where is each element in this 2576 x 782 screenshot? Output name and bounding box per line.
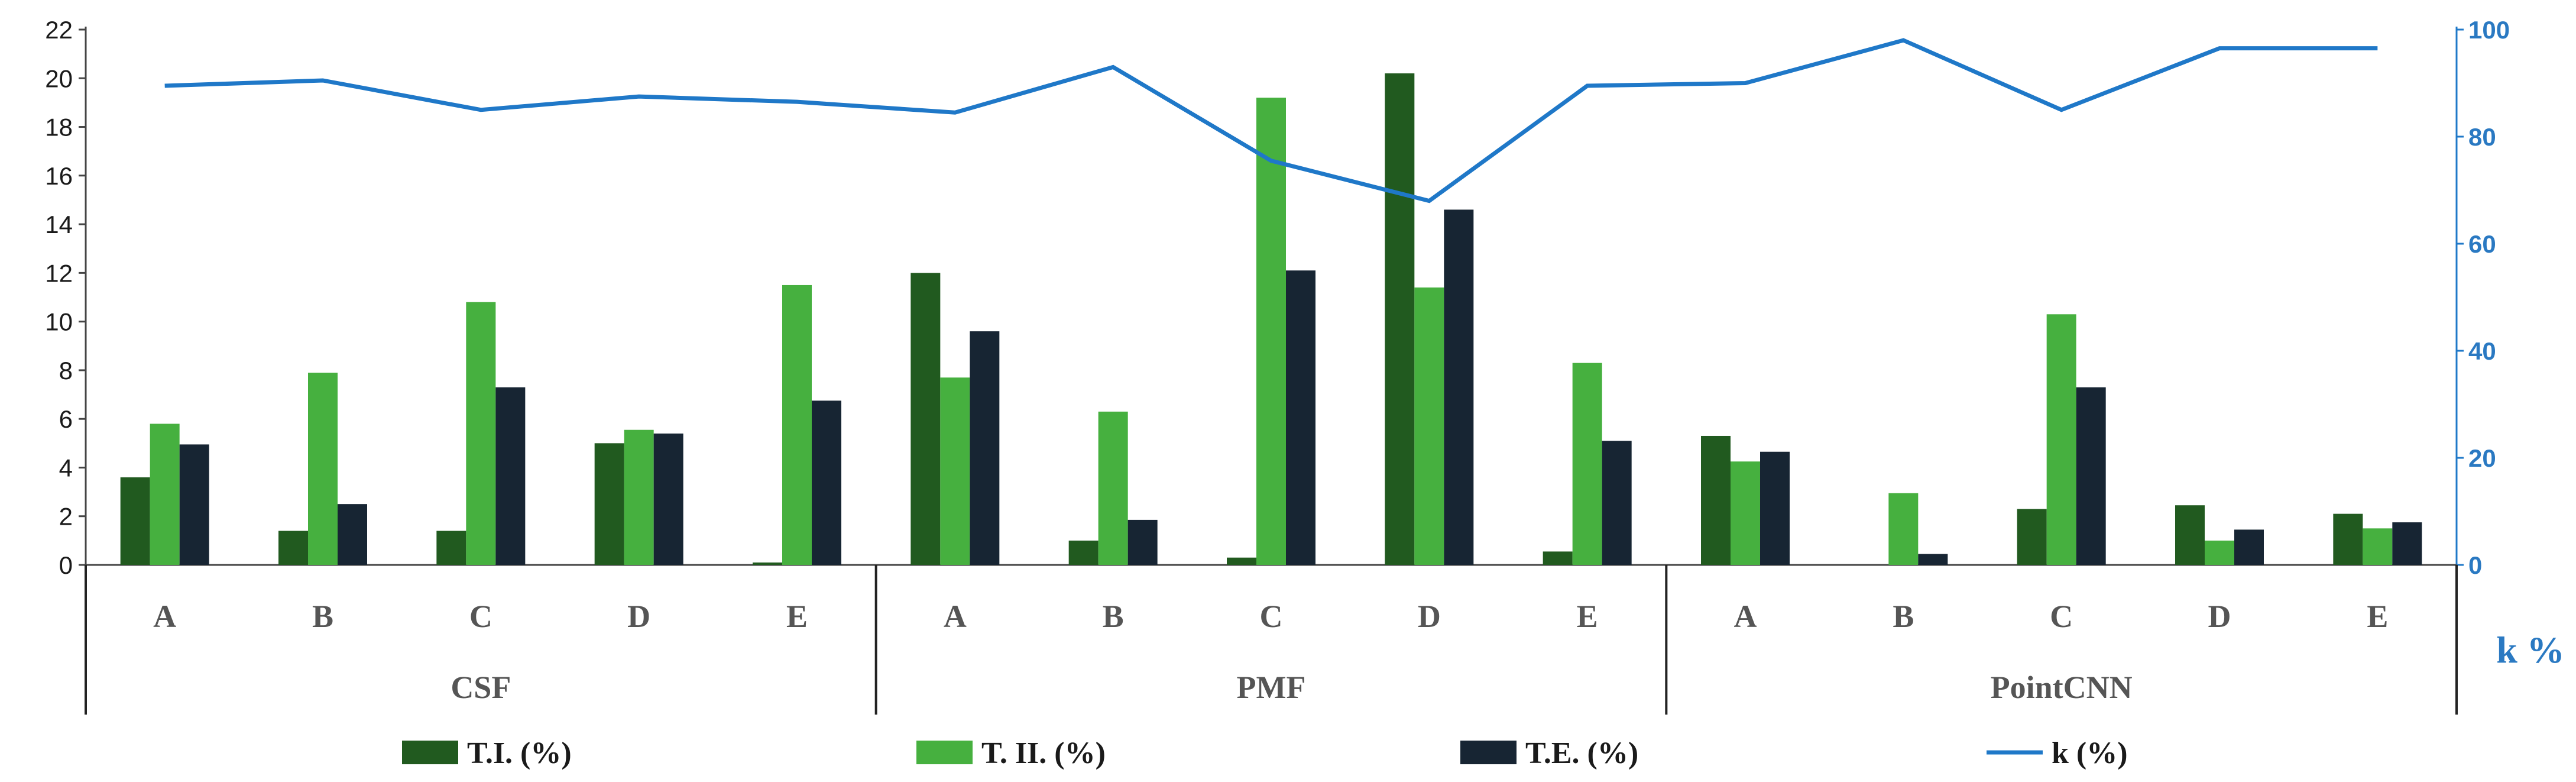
bar-t-e-0: [179, 444, 209, 565]
x-category-label: E: [786, 599, 808, 634]
bar-t-i-2: [436, 531, 466, 565]
bar-t-ii-13: [2205, 540, 2234, 565]
x-category-label: D: [1418, 599, 1441, 634]
bar-t-ii-11: [1888, 493, 1919, 565]
legend-label-2: T.E. (%): [1525, 736, 1638, 770]
x-category-label: A: [944, 599, 967, 634]
bar-t-i-7: [1227, 557, 1256, 565]
y-left-tick-label: 10: [45, 308, 73, 336]
x-group-label: CSF: [451, 670, 511, 705]
legend-swatch-0: [402, 741, 458, 764]
y-right-tick-label: 80: [2468, 123, 2496, 151]
bar-t-ii-7: [1256, 98, 1286, 565]
x-category-label: C: [2050, 599, 2073, 634]
bar-t-i-4: [753, 562, 782, 565]
y-left-tick-label: 14: [45, 211, 73, 238]
bar-t-ii-2: [466, 302, 496, 565]
bar-t-ii-3: [624, 429, 654, 565]
bar-t-i-9: [1543, 551, 1573, 565]
x-category-label: C: [1260, 599, 1283, 634]
bar-t-ii-0: [150, 424, 180, 565]
bar-t-ii-6: [1098, 411, 1128, 565]
bar-t-e-9: [1602, 441, 1632, 565]
bar-t-ii-10: [1731, 461, 1760, 565]
bar-t-ii-14: [2363, 528, 2393, 565]
y-left-tick-label: 0: [59, 551, 73, 579]
bar-t-e-10: [1760, 451, 1790, 565]
y-left-tick-label: 6: [59, 405, 73, 433]
x-group-label: PointCNN: [1991, 670, 2133, 705]
bar-t-e-12: [2076, 387, 2106, 565]
x-category-label: A: [1734, 599, 1757, 634]
x-group-label: PMF: [1237, 670, 1306, 705]
bar-t-ii-1: [308, 373, 338, 565]
bar-t-i-3: [594, 443, 624, 565]
bar-t-ii-4: [782, 285, 812, 565]
bar-t-i-0: [120, 477, 150, 565]
y-left-tick-label: 22: [45, 16, 73, 44]
line-k-series: [164, 38, 2378, 203]
bar-t-ii-12: [2046, 314, 2076, 565]
bar-t-e-7: [1286, 270, 1315, 565]
bar-t-i-12: [2017, 509, 2047, 565]
x-category-label: C: [469, 599, 492, 634]
bar-t-e-8: [1444, 209, 1474, 566]
legend-swatch-2: [1460, 741, 1517, 764]
y-right-tick-label: 40: [2468, 337, 2496, 365]
x-category-label: D: [627, 599, 650, 634]
bar-t-e-4: [812, 400, 841, 565]
x-category-label: B: [312, 599, 333, 634]
x-category-label: E: [1577, 599, 1598, 634]
x-category-label: B: [1893, 599, 1914, 634]
y-right-axis-title: k %: [2496, 629, 2565, 671]
y-left-tick-label: 18: [45, 114, 73, 141]
legend-swatch-1: [916, 741, 973, 764]
bar-t-e-1: [338, 504, 367, 565]
bar-t-i-14: [2333, 513, 2363, 565]
bar-t-i-6: [1068, 540, 1099, 565]
x-category-label: A: [153, 599, 176, 634]
bar-t-i-13: [2175, 505, 2205, 565]
y-left-tick-label: 4: [59, 454, 73, 482]
bar-t-e-11: [1918, 554, 1948, 565]
bar-t-i-5: [910, 273, 941, 565]
bar-t-e-6: [1127, 519, 1158, 565]
bar-t-i-10: [1701, 435, 1731, 565]
x-category-label: B: [1103, 599, 1124, 634]
x-category-label: E: [2367, 599, 2388, 634]
x-category-label: D: [2208, 599, 2231, 634]
bar-t-ii-9: [1572, 363, 1602, 565]
bar-t-e-13: [2234, 529, 2264, 565]
bar-t-i-1: [278, 531, 308, 565]
y-right-tick-label: 100: [2468, 16, 2510, 44]
legend-label-1: T. II. (%): [981, 736, 1106, 770]
bar-t-e-5: [970, 331, 1000, 565]
y-right-tick-label: 20: [2468, 444, 2496, 472]
y-left-tick-label: 8: [59, 357, 73, 384]
y-left-tick-label: 2: [59, 503, 73, 531]
bar-t-i-8: [1385, 73, 1415, 565]
bar-t-e-2: [495, 387, 526, 565]
bar-t-e-3: [653, 433, 683, 565]
y-left-tick-label: 20: [45, 64, 73, 92]
y-left-tick-label: 16: [45, 162, 73, 190]
y-right-tick-label: 60: [2468, 230, 2496, 258]
legend-label-0: T.I. (%): [467, 736, 572, 770]
y-right-tick-label: 0: [2468, 551, 2482, 579]
bar-t-ii-8: [1414, 287, 1444, 565]
bar-t-ii-5: [940, 377, 970, 565]
legend-label-3: k (%): [2052, 736, 2128, 770]
bar-t-e-14: [2392, 522, 2422, 565]
y-left-tick-label: 12: [45, 259, 73, 287]
